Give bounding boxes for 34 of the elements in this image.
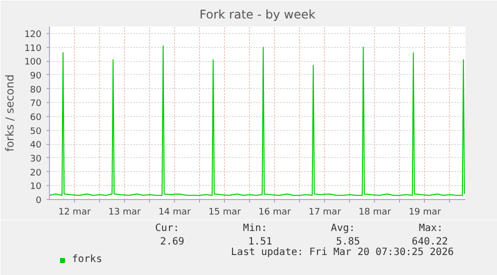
y-tick-label: 40 xyxy=(30,140,42,151)
text: Avg: xyxy=(330,223,356,234)
x-tick-label: 19 mar xyxy=(408,208,442,218)
x-tick-label: 15 mar xyxy=(208,208,242,218)
y-tick-label: 10 xyxy=(30,182,42,192)
y-tick-label: 100 xyxy=(24,58,42,68)
text: 2.69 xyxy=(160,236,184,248)
legend-label: forks xyxy=(72,254,102,265)
text: Max: xyxy=(418,223,443,234)
text: Last update: Fri Mar 20 07:30:25 2026 xyxy=(231,247,454,258)
y-tick-label: 60 xyxy=(30,112,42,123)
y-tick-label: 110 xyxy=(24,44,42,54)
x-tick-label: 13 mar xyxy=(108,208,142,218)
x-tick-label: 18 mar xyxy=(358,208,392,218)
text: Min: xyxy=(243,223,268,234)
x-tick-label: 17 mar xyxy=(308,208,342,218)
text: 640.22 xyxy=(412,236,448,248)
chart-title: Fork rate - by week xyxy=(200,8,316,22)
x-tick-label: 16 mar xyxy=(258,208,292,218)
y-tick-label: 20 xyxy=(30,168,42,178)
y-tick-label: 30 xyxy=(30,154,42,164)
line-series xyxy=(50,45,465,196)
x-tick-label: 14 mar xyxy=(158,208,192,218)
y-axis-title: forks / second xyxy=(3,74,16,152)
text: 1.51 xyxy=(248,236,272,248)
text: 5.85 xyxy=(336,236,360,248)
y-tick-label: 90 xyxy=(30,71,42,82)
y-tick-label: 80 xyxy=(30,85,42,96)
y-tick-label: 120 xyxy=(24,30,42,40)
text: Cur: xyxy=(155,223,180,234)
y-tick-label: 70 xyxy=(30,99,42,110)
y-tick-label: 50 xyxy=(30,126,42,137)
x-tick-label: 12 mar xyxy=(58,208,91,218)
y-tick-label: 0 xyxy=(36,196,42,206)
